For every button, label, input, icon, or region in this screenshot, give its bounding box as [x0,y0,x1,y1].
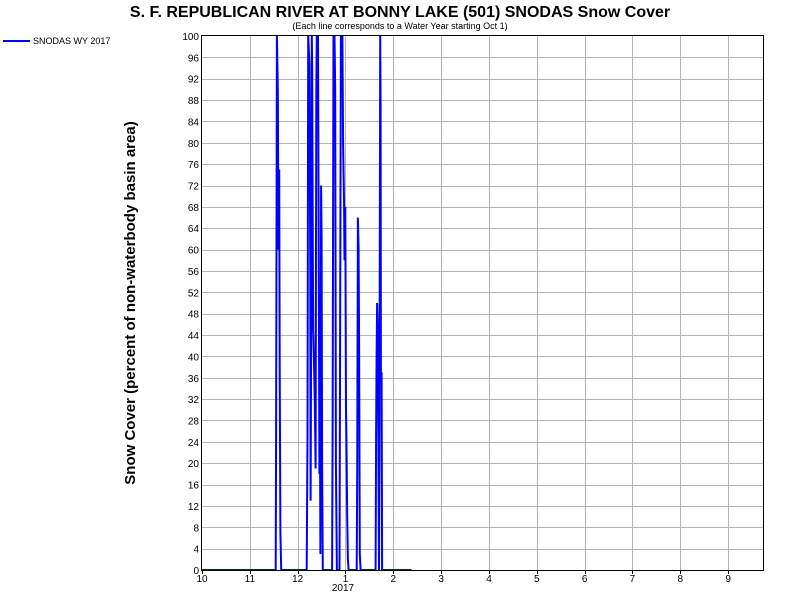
y-tick-label: 76 [188,160,200,171]
y-tick-label: 36 [188,374,200,385]
y-tick-label: 88 [188,96,200,107]
y-tick-label: 4 [193,545,199,556]
plot-frame [201,35,764,571]
gridlines [202,36,764,570]
y-tick-label: 40 [188,352,200,363]
x-tick-label: 5 [534,574,540,585]
chart-title: S. F. REPUBLICAN RIVER AT BONNY LAKE (50… [130,4,670,21]
y-tick-label: 20 [188,459,200,470]
legend: SNODAS WY 2017 [3,36,110,46]
y-tick-label: 60 [188,246,200,257]
y-tick-label: 100 [182,32,199,43]
series-layer [202,35,412,571]
x-tick-label: 12 [292,574,304,585]
x-tick-label: 2 [391,574,397,585]
x-tick-label: 4 [486,574,492,585]
y-tick-label: 56 [188,267,200,278]
year-label: 2017 [332,583,355,594]
y-tick-label: 84 [188,117,200,128]
y-axis-ticks: 0481216202428323640444852566064687276808… [182,32,199,577]
y-tick-label: 8 [193,523,199,534]
x-tick-label: 1 [343,574,349,585]
y-tick-label: 72 [188,182,200,193]
x-tick-label: 6 [582,574,588,585]
y-tick-label: 96 [188,53,200,64]
x-tick-label: 8 [678,574,684,585]
y-tick-label: 80 [188,139,200,150]
y-tick-label: 64 [188,224,200,235]
y-tick-label: 32 [188,395,200,406]
x-tick-label: 11 [245,574,256,585]
y-tick-label: 48 [188,310,200,321]
y-tick-label: 68 [188,203,200,214]
series-line-wy2017 [202,35,412,571]
y-tick-label: 28 [188,416,200,427]
x-axis-ticks: 10 11 12 1 2 3 4 5 6 7 8 9 [196,570,731,585]
y-tick-label: 12 [188,502,200,513]
y-tick-label: 52 [188,288,200,299]
legend-label: SNODAS WY 2017 [33,36,110,46]
y-tick-label: 0 [193,566,199,577]
y-tick-label: 24 [188,438,200,449]
y-tick-label: 92 [188,75,200,86]
y-tick-label: 44 [188,331,200,342]
y-axis-label: Snow Cover (percent of non-waterbody bas… [122,121,139,484]
chart-subtitle: (Each line corresponds to a Water Year s… [292,21,507,31]
y-tick-label: 16 [188,481,200,492]
x-tick-label: 9 [725,574,731,585]
x-tick-label: 3 [438,574,444,585]
x-tick-label: 10 [196,574,208,585]
x-tick-label: 7 [630,574,636,585]
